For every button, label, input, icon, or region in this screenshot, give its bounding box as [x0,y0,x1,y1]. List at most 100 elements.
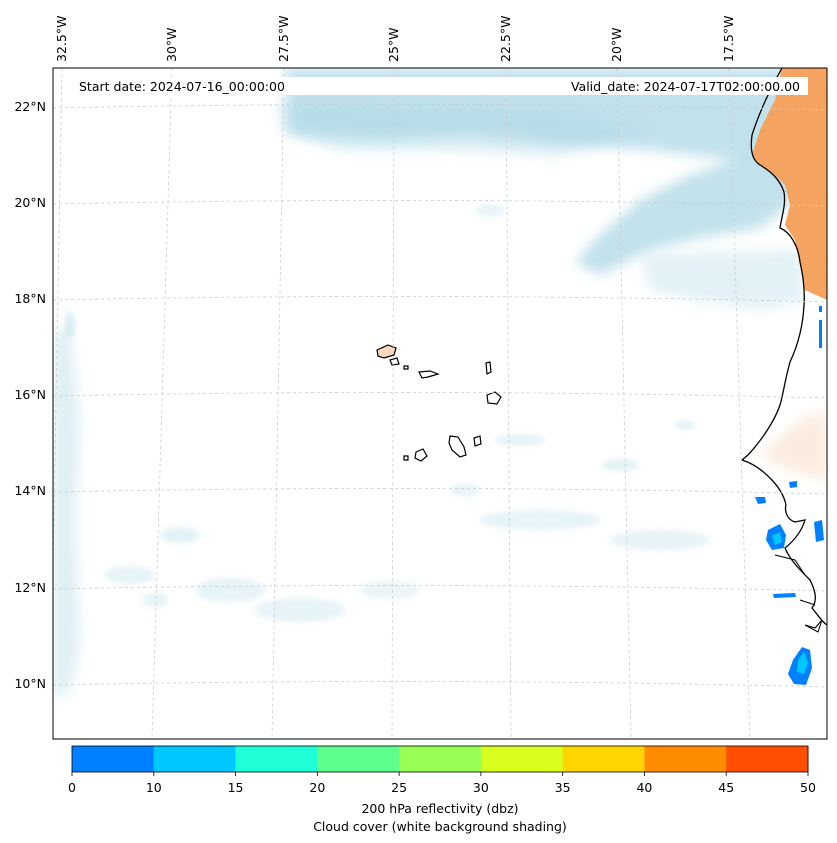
meridian-line [505,68,512,739]
valid-date-label: Valid_date: 2024-07-17T02:00:00.00 [571,79,800,94]
reflectivity-patch-f [773,593,796,598]
cloud-patch-c [105,566,155,584]
colorbar-segment [317,746,400,772]
colorbar-tick-label: 25 [391,780,407,795]
colorbar-segment [562,746,645,772]
parallel-line [53,681,827,688]
cloud-band-west [53,330,80,700]
island-santiago [448,435,467,458]
longitude-label: 20°W [609,27,624,62]
colorbar-tick-label: 20 [309,780,325,795]
graticule [53,68,827,739]
longitude-label: 32.5°W [54,16,69,62]
cloud-band-18n [640,250,805,310]
reflectivity-patch-a [755,497,766,504]
colorbar-tick-label: 0 [68,780,76,795]
latitude-label: 16°N [14,387,46,402]
colorbar-tick-label: 40 [636,780,652,795]
header-box [72,77,808,95]
meridian-line [728,68,751,739]
cloud-patch-a [65,311,75,339]
meridian-line [616,68,632,739]
colorbar-segment [644,746,727,772]
colorbar-tick-label: 15 [228,780,244,795]
parallel-line [53,392,827,399]
island-brava [403,455,409,461]
west-africa-warm-shading [752,68,827,300]
cloud-patch-h [610,530,710,550]
colorbar-label-reflectivity: 200 hPa reflectivity (dbz) [361,801,518,816]
longitude-label: 25°W [386,27,401,62]
reflectivity-patch-e [814,520,824,542]
island-santa-luzia [403,365,409,370]
colorbar-segment [235,746,318,772]
reflectivity-patch-b [789,481,797,488]
reflectivity-patches [755,306,824,685]
longitude-label: 30°W [164,27,179,62]
latitude-label: 10°N [14,676,46,691]
colorbar-tick-label: 30 [473,780,489,795]
latitude-label: 12°N [14,580,46,595]
latitude-label: 22°N [14,99,46,114]
cloud-patch-e [255,598,345,622]
cloud-patch-g [480,510,600,530]
reflectivity-patch-j [819,306,822,312]
latitude-label: 14°N [14,483,46,498]
senegal-faint-shading [760,410,827,480]
longitude-labels: 32.5°W 30°W 27.5°W 25°W 22.5°W 20°W 17.5°W [54,16,736,62]
cloud-band-upper [280,100,650,155]
island-santo-antao [376,344,397,359]
cloud-cover-shading [53,68,805,700]
cloud-patch-f [360,581,420,599]
latitude-labels: 22°N 20°N 18°N 16°N 14°N 12°N 10°N [14,99,46,691]
map-area [53,68,827,739]
island-sal [485,361,492,375]
meridian-line [151,68,173,739]
parallel-line [53,200,827,207]
guinea-bissau-islands [774,554,823,633]
cloud-patch-d [195,578,265,602]
island-sao-nicolau [418,370,440,379]
latitude-label: 18°N [14,291,46,306]
colorbar: 0 10 15 20 25 30 35 40 45 50 [68,745,816,795]
longitude-label: 27.5°W [276,16,291,62]
island-sao-vicente [389,357,400,366]
cabo-verde-islands [376,344,502,462]
cloud-patch-n [475,204,505,216]
parallel-line [53,585,827,592]
parallel-line [53,104,827,111]
island-fogo [414,448,428,462]
longitude-label: 17.5°W [721,16,736,62]
west-africa-coastline [740,68,827,626]
start-date-label: Start date: 2024-07-16_00:00:00 [79,79,285,94]
latitude-label: 20°N [14,195,46,210]
parallel-line [53,488,827,495]
cloud-patch-k [675,421,695,429]
parallel-line [53,296,827,303]
cloud-patch-j [602,459,638,471]
meridian-line [391,68,395,739]
meridian-line [271,68,285,739]
colorbar-segment [399,746,482,772]
colorbar-segment [72,746,155,772]
colorbar-frame [71,745,809,773]
colorbar-segment [726,746,809,772]
island-maio [473,435,482,447]
cloud-patch-b [160,527,200,543]
cloud-patch-i [495,434,545,446]
colorbar-tick-label: 50 [800,780,816,795]
colorbar-segment [480,746,564,772]
colorbar-segment [153,746,237,772]
longitude-label: 22.5°W [498,16,513,62]
colorbar-tick-label: 10 [146,780,162,795]
colorbar-label-cloud-cover: Cloud cover (white background shading) [313,819,567,834]
colorbar-tick-label: 45 [718,780,734,795]
cloud-patch-m [450,484,480,496]
reflectivity-patch-i [819,320,822,348]
cloud-patch-l [143,592,167,608]
reflectivity-patch-d [772,532,782,545]
map-frame [52,67,828,740]
reflectivity-patch-h [797,652,808,674]
colorbar-tick-label: 35 [555,780,571,795]
